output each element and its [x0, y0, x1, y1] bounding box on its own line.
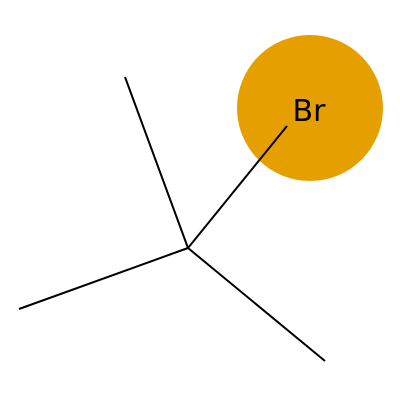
bond-center-bromine [187, 125, 288, 249]
bond-center-top [124, 76, 189, 249]
bromine-highlight-circle [237, 35, 383, 181]
bromine-atom-label: Br [293, 94, 327, 129]
bond-center-bottom-right [187, 247, 326, 362]
bond-center-left [18, 247, 189, 310]
